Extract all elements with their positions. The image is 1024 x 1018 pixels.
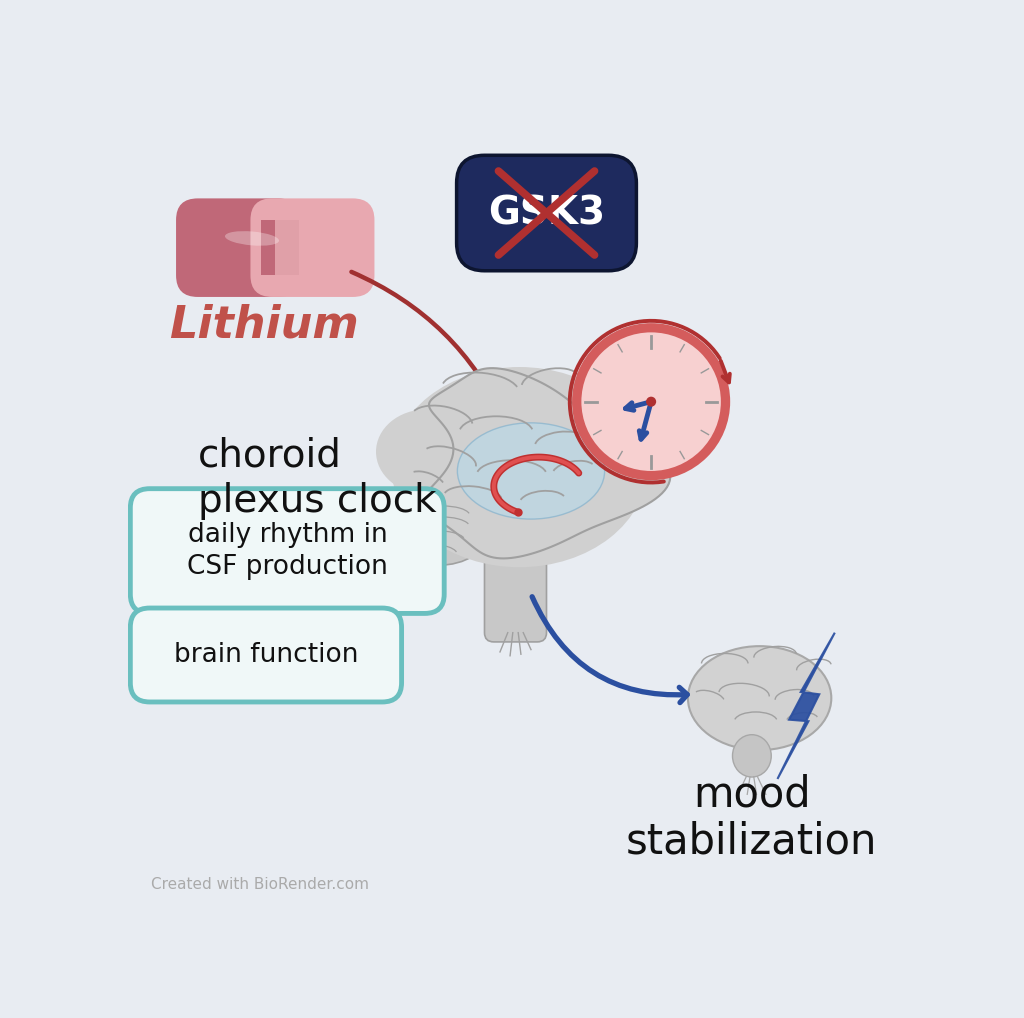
Text: brain function: brain function: [174, 642, 358, 668]
FancyArrowPatch shape: [532, 597, 687, 702]
Text: Created with BioRender.com: Created with BioRender.com: [152, 878, 370, 892]
Text: choroid
plexus clock: choroid plexus clock: [198, 437, 436, 520]
Ellipse shape: [391, 367, 647, 567]
Ellipse shape: [688, 646, 831, 750]
Ellipse shape: [376, 409, 477, 494]
Circle shape: [572, 323, 730, 480]
Polygon shape: [422, 369, 671, 559]
FancyBboxPatch shape: [261, 220, 289, 276]
FancyBboxPatch shape: [275, 220, 299, 276]
FancyBboxPatch shape: [484, 516, 547, 642]
Text: GSK3: GSK3: [488, 194, 605, 232]
Polygon shape: [777, 632, 835, 779]
Text: mood
stabilization: mood stabilization: [627, 774, 878, 862]
Ellipse shape: [419, 483, 589, 560]
Circle shape: [582, 332, 721, 471]
FancyBboxPatch shape: [130, 608, 401, 702]
Ellipse shape: [732, 735, 771, 777]
FancyBboxPatch shape: [457, 156, 636, 271]
FancyBboxPatch shape: [130, 489, 444, 614]
Text: Lithium: Lithium: [169, 303, 358, 346]
Ellipse shape: [554, 452, 640, 521]
FancyBboxPatch shape: [251, 199, 375, 297]
FancyArrowPatch shape: [351, 272, 508, 423]
FancyBboxPatch shape: [176, 199, 300, 297]
Ellipse shape: [388, 500, 488, 565]
Ellipse shape: [458, 422, 604, 519]
Circle shape: [646, 397, 656, 406]
Text: daily rhythm in
CSF production: daily rhythm in CSF production: [187, 521, 388, 579]
Ellipse shape: [225, 231, 279, 245]
